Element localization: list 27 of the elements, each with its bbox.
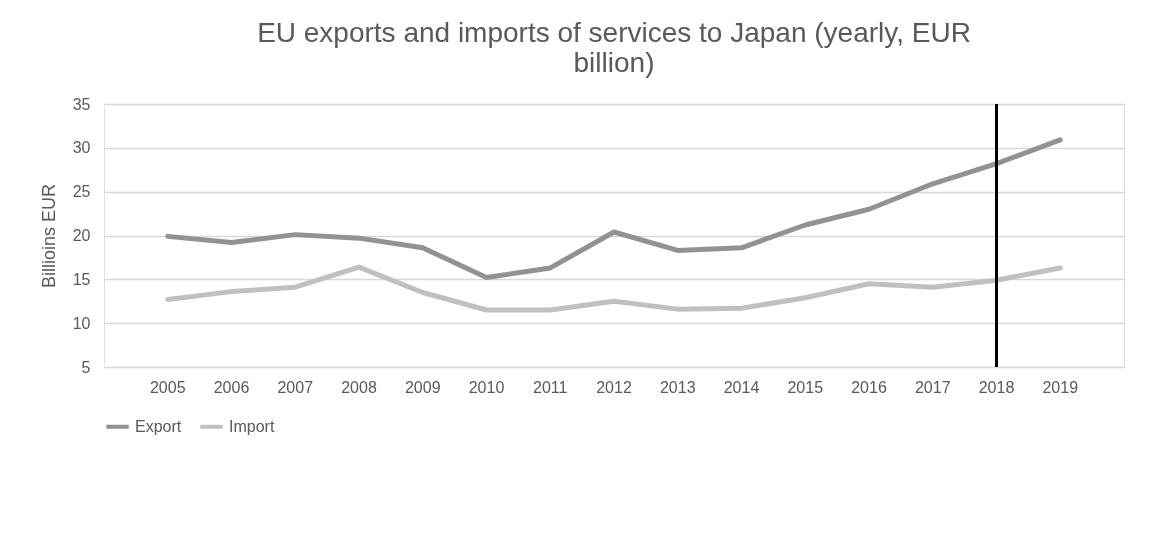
x-tick-label: 2013 [659, 378, 696, 396]
x-tick-label: 2017 [914, 378, 951, 396]
text: EU exports and imports of services to Japan (yearly, EUR [257, 17, 971, 48]
x-tick-label: 2015 [787, 378, 824, 396]
legend-label: Import [229, 417, 275, 435]
y-tick-label: 25 [72, 183, 91, 201]
x-tick-label: 2007 [277, 378, 314, 396]
x-tick-label: 2005 [149, 378, 186, 396]
x-tick-label: 2016 [851, 378, 887, 396]
x-tick-label: 2018 [978, 378, 1015, 396]
x-tick-label: 2009 [404, 378, 441, 396]
y-tick-label: 20 [72, 227, 91, 244]
text: billion) [573, 47, 655, 78]
x-tick-label: 2011 [533, 378, 568, 396]
x-tick-label: 2019 [1042, 378, 1079, 396]
x-tick-label: 2010 [468, 378, 505, 396]
x-tick-label: 2006 [213, 378, 250, 396]
x-tick-label: 2014 [723, 378, 760, 396]
y-tick-label: 30 [72, 139, 91, 157]
x-tick-label: 2012 [596, 378, 632, 396]
x-tick-label: 2008 [341, 378, 377, 396]
y-tick-label: 35 [72, 95, 91, 113]
y-tick-label: 15 [72, 270, 91, 288]
y-tick-label: 5 [81, 358, 91, 376]
y-tick-label: 10 [72, 314, 91, 332]
y-axis-title: Billioins EUR [38, 183, 59, 289]
legend-label: Export [135, 417, 182, 435]
